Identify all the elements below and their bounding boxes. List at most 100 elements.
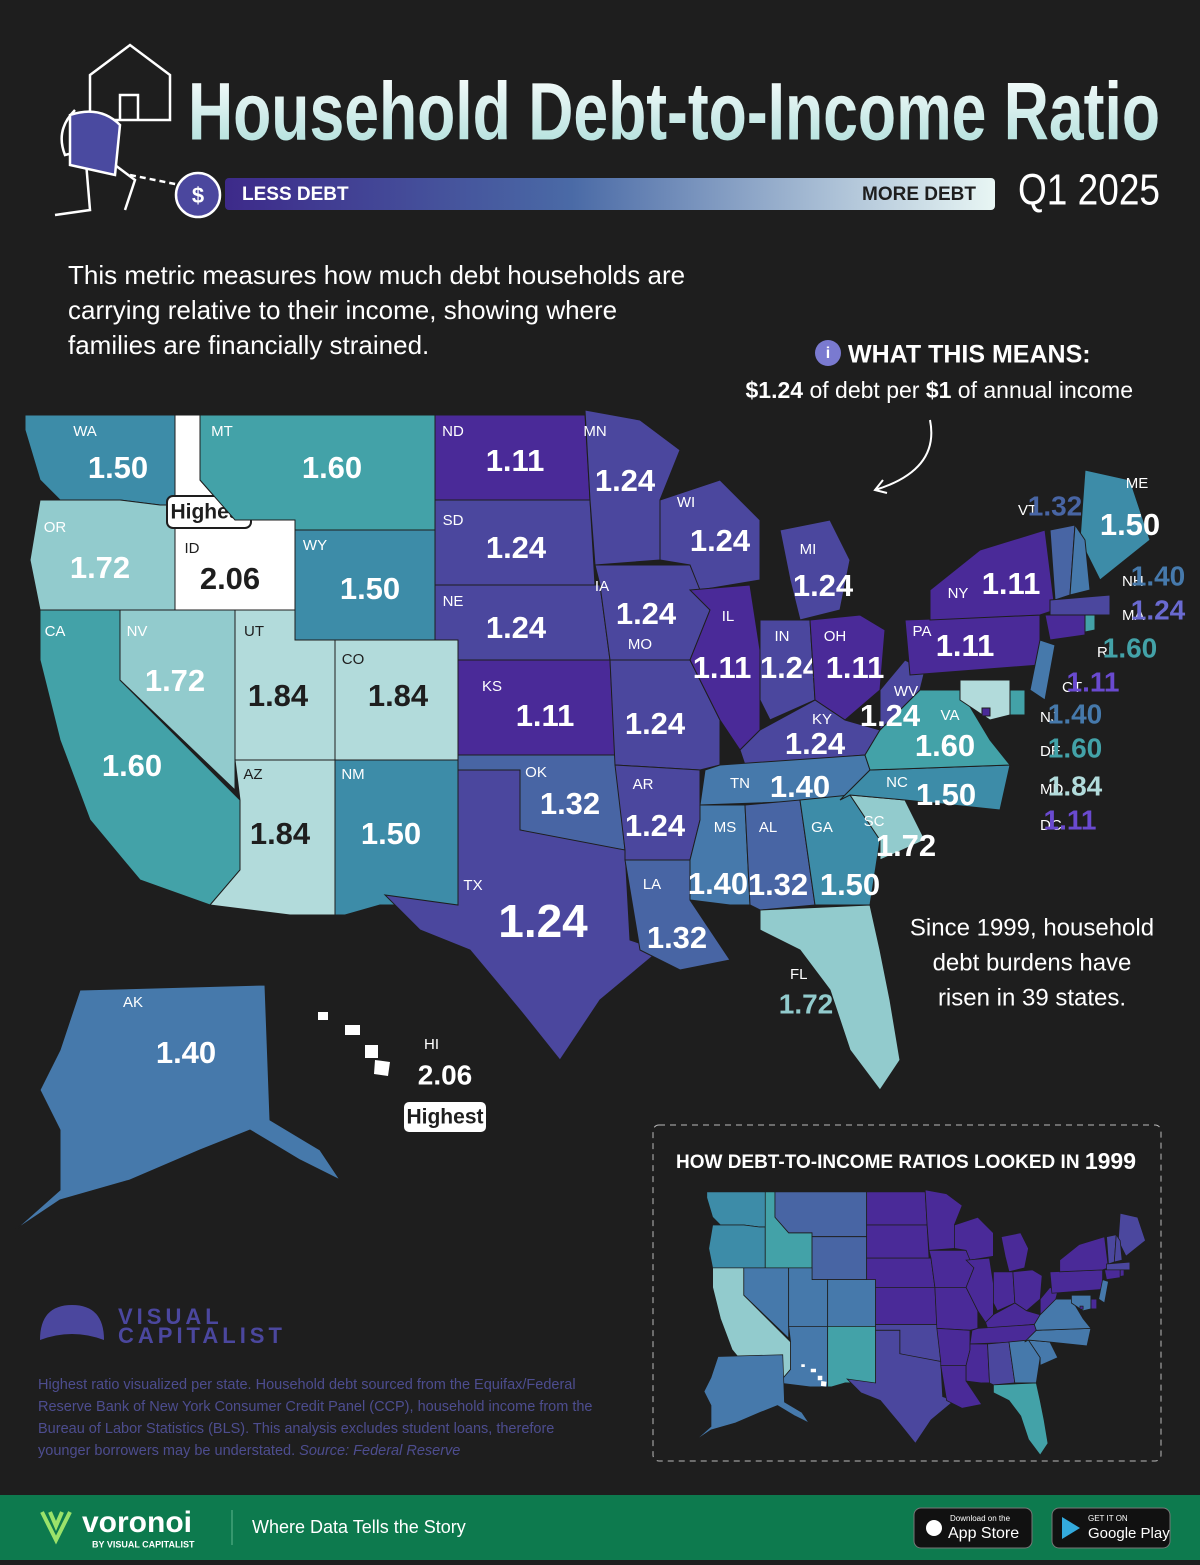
apple-icon bbox=[926, 1520, 942, 1536]
state-abbr: OH bbox=[824, 628, 847, 645]
state-value: 1.50 bbox=[88, 450, 148, 485]
inset-contiguous bbox=[706, 1189, 1146, 1456]
state bbox=[1009, 689, 1026, 716]
inset-state bbox=[1117, 1212, 1146, 1257]
state-abbr: VT bbox=[1018, 502, 1037, 519]
state-value: 1.24 bbox=[498, 895, 588, 947]
state-abbr: PA bbox=[913, 623, 932, 640]
state-abbr: MT bbox=[211, 423, 233, 440]
state-value: 1.32 bbox=[647, 920, 707, 955]
state-abbr: MS bbox=[714, 819, 737, 836]
state-value: 1.11 bbox=[1067, 666, 1120, 697]
google-play-button[interactable] bbox=[1051, 1507, 1171, 1549]
state-value: 1.11 bbox=[693, 650, 752, 685]
source: Source: Federal Reserve bbox=[299, 1443, 460, 1459]
brand: VISUAL CAPITALIST bbox=[40, 1304, 286, 1348]
google-play-small: GET IT ON bbox=[1088, 1514, 1128, 1523]
highest-badge bbox=[402, 1100, 488, 1134]
highest-label: Highest bbox=[406, 1106, 483, 1129]
inset-state bbox=[987, 1341, 1016, 1386]
footnote-line: younger borrowers may be understated. So… bbox=[38, 1443, 460, 1459]
inset-state bbox=[965, 1343, 990, 1384]
state-abbr: UT bbox=[244, 623, 264, 640]
state-abbr: NY bbox=[948, 585, 969, 602]
state-value: 1.24 bbox=[760, 650, 821, 685]
footer-byline: BY VISUAL CAPITALIST bbox=[92, 1539, 195, 1549]
app-store-small: Download on the bbox=[950, 1514, 1011, 1523]
state-abbr: HI bbox=[424, 1036, 439, 1053]
means-text: $1.24 of debt per $1 of annual income bbox=[746, 377, 1133, 403]
legend-bar bbox=[225, 178, 995, 210]
inset-state bbox=[1090, 1298, 1098, 1310]
inset-state bbox=[866, 1191, 928, 1226]
means-part: of debt per bbox=[803, 377, 926, 403]
inset-year: 1999 bbox=[1085, 1148, 1136, 1174]
state bbox=[744, 799, 816, 911]
state-abbr: AZ bbox=[243, 766, 262, 783]
state-value: 1.72 bbox=[876, 828, 936, 863]
state-abbr: AL bbox=[759, 819, 777, 836]
state-value: 1.84 bbox=[1048, 770, 1103, 801]
inset-state bbox=[827, 1279, 877, 1327]
chain bbox=[129, 173, 181, 187]
state-value: 2.06 bbox=[200, 561, 260, 596]
brand-name: CAPITALIST bbox=[118, 1323, 286, 1348]
state-value: 1.32 bbox=[748, 867, 808, 902]
inset-state bbox=[1106, 1261, 1131, 1271]
note-line: debt burdens have bbox=[933, 949, 1132, 976]
state bbox=[959, 679, 1011, 721]
state-value: 1.11 bbox=[516, 698, 575, 733]
state-abbr: WI bbox=[677, 494, 695, 511]
state-abbr: CT bbox=[1062, 679, 1082, 696]
state-value: 1.24 bbox=[625, 808, 686, 843]
state-abbr: AK bbox=[123, 994, 143, 1011]
state-value: 1.60 bbox=[102, 748, 162, 783]
state bbox=[1084, 614, 1096, 633]
inset-state bbox=[866, 1257, 936, 1288]
state-abbr: NH bbox=[1122, 573, 1144, 590]
inset-state bbox=[866, 1224, 930, 1259]
state-value: 1.40 bbox=[688, 866, 748, 901]
state-value: 1.50 bbox=[1100, 507, 1160, 542]
state-value: 1.32 bbox=[1028, 490, 1083, 521]
inset-state bbox=[827, 1326, 877, 1388]
state-abbr: KS bbox=[482, 678, 502, 695]
footnote-text: Highest ratio visualized per state. Hous… bbox=[38, 1377, 576, 1393]
state-abbr: MD bbox=[1040, 781, 1063, 798]
legend-low: LESS DEBT bbox=[242, 184, 349, 205]
state bbox=[119, 609, 236, 792]
inset-state bbox=[1049, 1269, 1103, 1294]
state bbox=[759, 904, 901, 1091]
footnote-text: Reserve Bank of New York Consumer Credit… bbox=[38, 1399, 592, 1415]
state-value: 1.50 bbox=[340, 571, 400, 606]
state-abbr: OK bbox=[525, 764, 547, 781]
google-play-big: Google Play bbox=[1088, 1525, 1170, 1542]
footnote: Highest ratio visualized per state. Hous… bbox=[38, 1377, 592, 1459]
footnote-text: Bureau of Labor Statistics (BLS). This a… bbox=[38, 1421, 554, 1437]
arrow bbox=[873, 419, 933, 494]
money-bag bbox=[174, 171, 222, 219]
inset-state bbox=[774, 1191, 868, 1238]
state-value: 1.84 bbox=[248, 678, 309, 713]
inset-title-text: HOW DEBT-TO-INCOME RATIOS LOOKED IN bbox=[676, 1152, 1080, 1173]
means-part: $1.24 bbox=[746, 377, 804, 403]
state bbox=[879, 659, 926, 732]
note: Since 1999, household debt burdens have ri… bbox=[910, 914, 1154, 1011]
state-value: 1.40 bbox=[1131, 560, 1186, 591]
inset-state bbox=[1071, 1294, 1092, 1312]
state-abbr: RI bbox=[1097, 644, 1112, 661]
inset-state bbox=[875, 1287, 938, 1325]
state-value: 1.50 bbox=[820, 867, 880, 902]
state-abbr: CA bbox=[45, 623, 66, 640]
intro: This metric measures how much debt house… bbox=[68, 260, 685, 360]
state-value: 1.24 bbox=[793, 568, 854, 603]
state-value: 1.60 bbox=[1103, 632, 1158, 663]
state-value: 1.11 bbox=[1044, 804, 1097, 835]
means-part: $1 bbox=[926, 377, 952, 403]
state-abbr: SD bbox=[443, 512, 464, 529]
state-abbr: AR bbox=[633, 776, 654, 793]
title: Household Debt-to-Income Ratio bbox=[188, 67, 1160, 158]
state-abbr: MI bbox=[800, 541, 817, 558]
state bbox=[1069, 523, 1091, 596]
app-store-button[interactable] bbox=[913, 1507, 1033, 1549]
